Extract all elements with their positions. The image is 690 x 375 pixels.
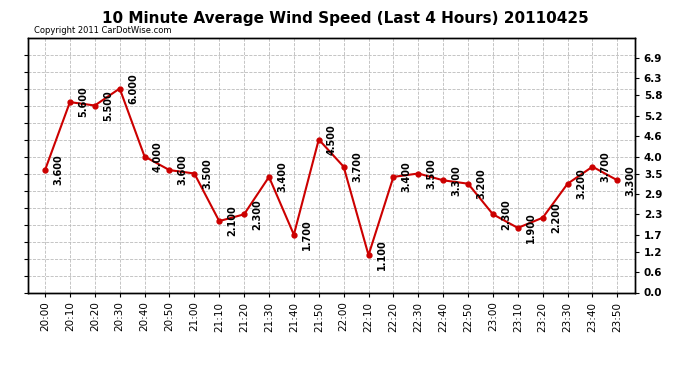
Text: 5.600: 5.600 — [78, 87, 88, 117]
Text: 4.000: 4.000 — [153, 141, 163, 172]
Text: 1.900: 1.900 — [526, 213, 536, 243]
Text: 3.500: 3.500 — [203, 158, 213, 189]
Text: 5.500: 5.500 — [103, 90, 113, 121]
Text: 3.300: 3.300 — [451, 165, 462, 196]
Text: 2.200: 2.200 — [551, 202, 561, 233]
Text: 3.200: 3.200 — [476, 168, 486, 199]
Text: 2.300: 2.300 — [253, 199, 262, 230]
Text: 3.700: 3.700 — [601, 152, 611, 182]
Text: 1.700: 1.700 — [302, 219, 312, 250]
Text: 2.300: 2.300 — [502, 199, 511, 230]
Text: 6.000: 6.000 — [128, 73, 138, 104]
Text: 1.100: 1.100 — [377, 240, 387, 270]
Text: 3.200: 3.200 — [576, 168, 586, 199]
Text: 2.100: 2.100 — [228, 206, 237, 237]
Text: 3.700: 3.700 — [352, 152, 362, 182]
Text: Copyright 2011 CarDotWise.com: Copyright 2011 CarDotWise.com — [34, 26, 171, 35]
Text: 10 Minute Average Wind Speed (Last 4 Hours) 20110425: 10 Minute Average Wind Speed (Last 4 Hou… — [101, 11, 589, 26]
Text: 3.400: 3.400 — [402, 162, 412, 192]
Text: 4.500: 4.500 — [327, 124, 337, 155]
Text: 3.400: 3.400 — [277, 162, 287, 192]
Text: 3.500: 3.500 — [426, 158, 437, 189]
Text: 3.600: 3.600 — [178, 155, 188, 186]
Text: 3.600: 3.600 — [53, 155, 63, 186]
Text: 3.300: 3.300 — [626, 165, 635, 196]
